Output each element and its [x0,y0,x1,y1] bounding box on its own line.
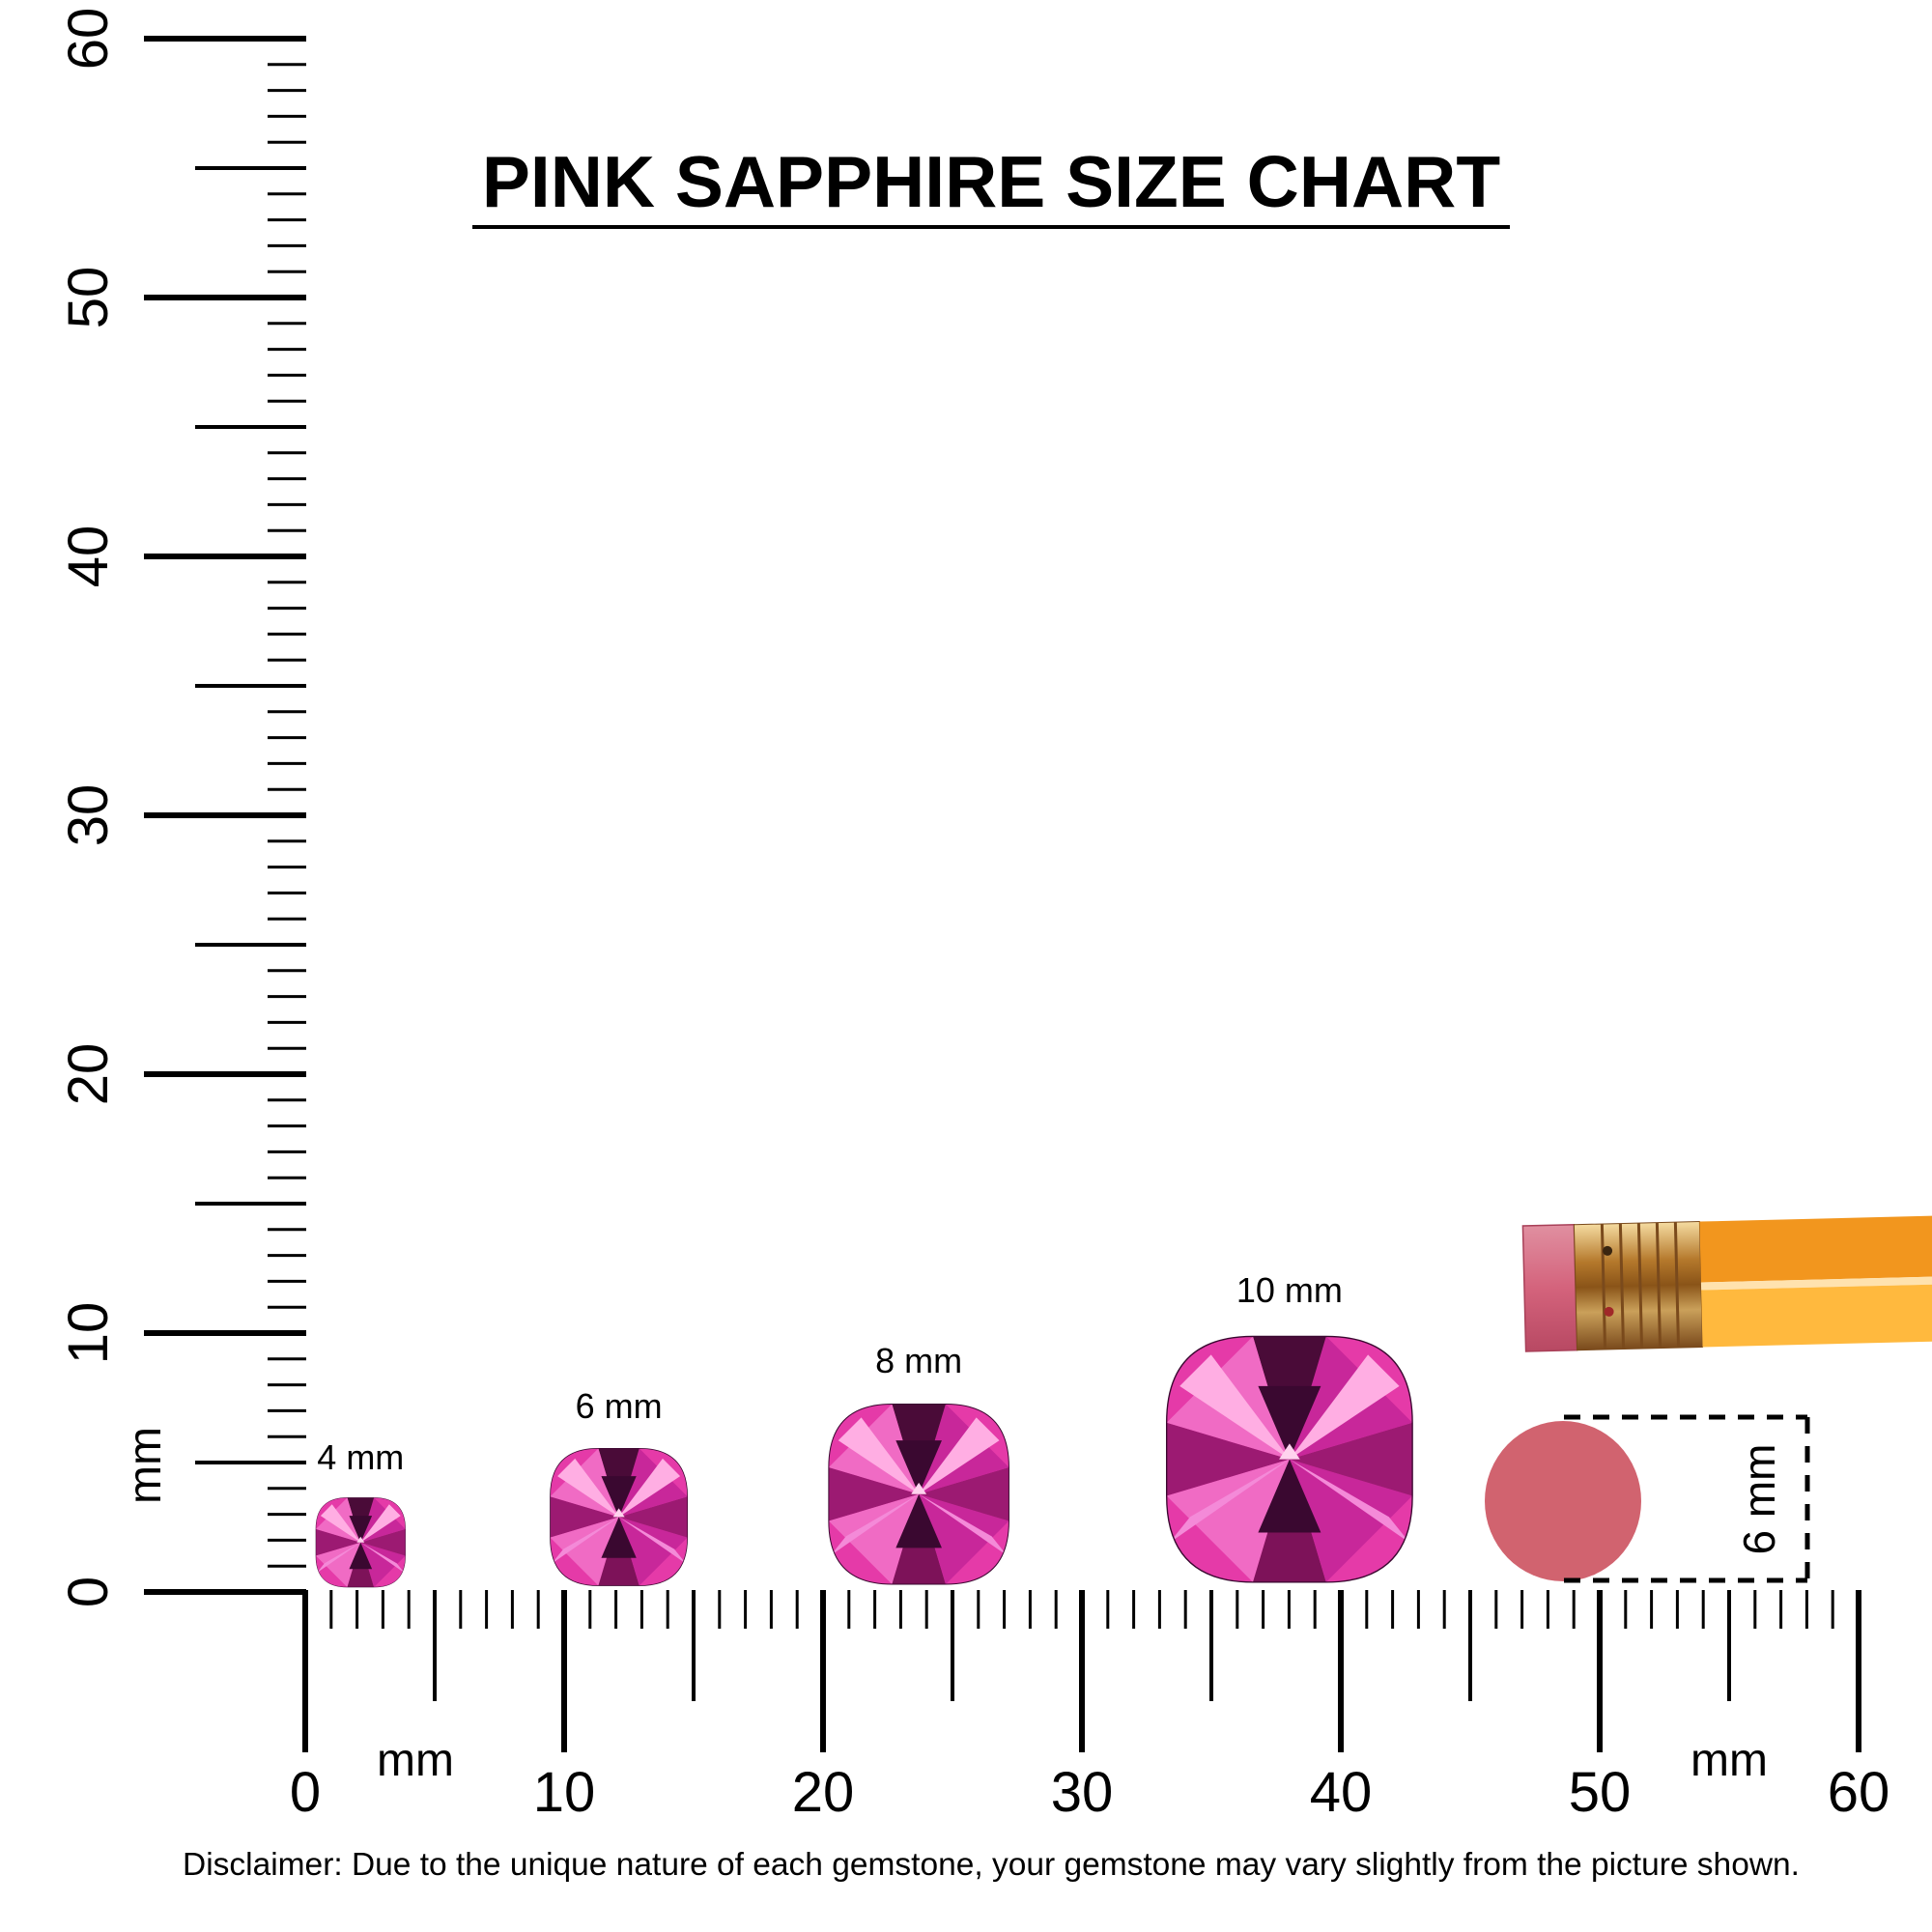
svg-text:mm: mm [1690,1735,1768,1786]
svg-text:20: 20 [792,1761,855,1824]
svg-text:4 mm: 4 mm [317,1437,404,1477]
svg-text:20: 20 [57,1043,120,1106]
svg-text:30: 30 [1051,1761,1114,1824]
svg-text:6 mm: 6 mm [1734,1444,1784,1555]
svg-text:Disclaimer: Due to the unique: Disclaimer: Due to the unique nature of … [183,1847,1800,1883]
svg-text:10: 10 [57,1302,120,1365]
svg-text:10: 10 [533,1761,596,1824]
svg-text:40: 40 [57,526,120,588]
svg-text:50: 50 [1569,1761,1632,1824]
svg-text:mm: mm [377,1735,454,1786]
svg-text:60: 60 [1828,1761,1890,1824]
svg-text:0: 0 [290,1761,321,1824]
svg-text:40: 40 [1310,1761,1373,1824]
svg-text:0: 0 [57,1577,120,1607]
svg-text:PINK SAPPHIRE SIZE CHART: PINK SAPPHIRE SIZE CHART [482,141,1500,222]
svg-text:8 mm: 8 mm [875,1341,962,1380]
svg-text:6 mm: 6 mm [576,1386,663,1426]
svg-text:30: 30 [57,784,120,847]
svg-text:mm: mm [120,1427,171,1504]
svg-text:50: 50 [57,267,120,329]
svg-text:60: 60 [57,8,120,71]
svg-text:10 mm: 10 mm [1236,1270,1343,1310]
